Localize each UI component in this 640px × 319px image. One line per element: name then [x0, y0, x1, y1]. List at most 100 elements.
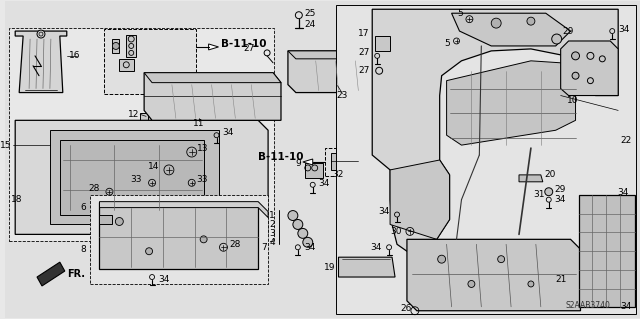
Text: 8: 8	[81, 245, 86, 254]
Text: 11: 11	[193, 119, 204, 128]
Polygon shape	[60, 140, 204, 215]
Circle shape	[552, 34, 562, 44]
Polygon shape	[50, 130, 218, 225]
Bar	[104, 29, 196, 93]
Bar	[335, 5, 636, 314]
Text: 27: 27	[244, 44, 255, 53]
Text: 34: 34	[555, 195, 566, 204]
Circle shape	[545, 188, 553, 196]
Text: 15: 15	[0, 141, 12, 150]
Polygon shape	[579, 195, 635, 307]
Polygon shape	[15, 120, 268, 234]
Circle shape	[200, 236, 207, 243]
Text: 24: 24	[305, 20, 316, 29]
Text: B-11-10: B-11-10	[258, 152, 303, 162]
Text: 34: 34	[304, 243, 315, 252]
Text: 29: 29	[555, 185, 566, 194]
Text: 19: 19	[324, 263, 335, 271]
Text: 13: 13	[196, 144, 208, 152]
Polygon shape	[288, 51, 382, 93]
Text: 17: 17	[358, 29, 369, 38]
Circle shape	[115, 218, 124, 226]
Text: 34: 34	[319, 179, 330, 188]
Text: 2: 2	[269, 220, 275, 229]
Text: 18: 18	[12, 195, 23, 204]
Polygon shape	[447, 61, 575, 145]
Text: 12: 12	[128, 110, 139, 119]
Circle shape	[146, 248, 152, 255]
Polygon shape	[288, 51, 382, 59]
Polygon shape	[126, 35, 136, 57]
Bar	[90, 195, 268, 284]
Polygon shape	[519, 175, 543, 182]
Text: 34: 34	[617, 188, 628, 197]
Polygon shape	[37, 262, 65, 286]
Text: 5: 5	[458, 9, 463, 18]
Text: 14: 14	[148, 162, 159, 171]
Circle shape	[288, 211, 298, 220]
Text: 26: 26	[401, 304, 412, 313]
Text: 5: 5	[444, 40, 449, 48]
Text: 30: 30	[390, 227, 402, 236]
Circle shape	[113, 42, 119, 49]
Polygon shape	[452, 13, 571, 46]
Circle shape	[438, 255, 445, 263]
Circle shape	[492, 18, 501, 28]
Polygon shape	[561, 41, 618, 95]
Circle shape	[468, 280, 475, 287]
Text: 32: 32	[332, 170, 343, 179]
Text: 22: 22	[620, 136, 632, 145]
Polygon shape	[339, 257, 395, 277]
Polygon shape	[407, 239, 580, 311]
Text: S2AAB3740: S2AAB3740	[566, 301, 611, 310]
Circle shape	[528, 281, 534, 287]
Polygon shape	[99, 202, 258, 269]
Text: 33: 33	[131, 175, 142, 184]
Circle shape	[527, 17, 535, 25]
Polygon shape	[99, 202, 268, 218]
Polygon shape	[209, 44, 218, 50]
Text: 34: 34	[618, 25, 630, 33]
Text: B-11-10: B-11-10	[221, 39, 267, 49]
Text: 28: 28	[88, 184, 99, 193]
Circle shape	[572, 52, 579, 60]
Circle shape	[572, 72, 579, 79]
Text: FR.: FR.	[67, 269, 84, 279]
Text: 7: 7	[261, 243, 267, 252]
Text: 34: 34	[620, 302, 632, 311]
Circle shape	[498, 256, 504, 263]
Text: 21: 21	[556, 275, 567, 284]
Text: 25: 25	[305, 9, 316, 18]
Circle shape	[298, 228, 308, 238]
Text: 23: 23	[337, 91, 348, 100]
Polygon shape	[144, 73, 281, 120]
Polygon shape	[144, 73, 281, 83]
Polygon shape	[390, 160, 449, 239]
Text: 34: 34	[379, 207, 390, 216]
Polygon shape	[119, 59, 134, 71]
Text: 9: 9	[295, 160, 301, 168]
Text: 34: 34	[158, 275, 170, 284]
Text: 10: 10	[567, 96, 579, 105]
Bar	[324, 148, 366, 176]
Bar	[9, 28, 274, 241]
Text: 4: 4	[269, 238, 275, 247]
Text: 33: 33	[196, 175, 208, 184]
Text: 27: 27	[358, 66, 369, 75]
Text: 29: 29	[563, 26, 574, 35]
Polygon shape	[375, 36, 390, 51]
Polygon shape	[303, 159, 313, 165]
Polygon shape	[372, 9, 618, 251]
Polygon shape	[15, 31, 67, 93]
Polygon shape	[113, 39, 119, 53]
Circle shape	[303, 237, 313, 247]
Text: 6: 6	[81, 203, 86, 212]
Polygon shape	[305, 163, 323, 178]
Circle shape	[37, 30, 45, 38]
Polygon shape	[99, 215, 113, 225]
Text: 16: 16	[68, 51, 80, 60]
Text: 27: 27	[358, 48, 369, 57]
Text: 31: 31	[533, 190, 545, 199]
Bar	[148, 106, 156, 129]
Text: 20: 20	[545, 170, 556, 179]
